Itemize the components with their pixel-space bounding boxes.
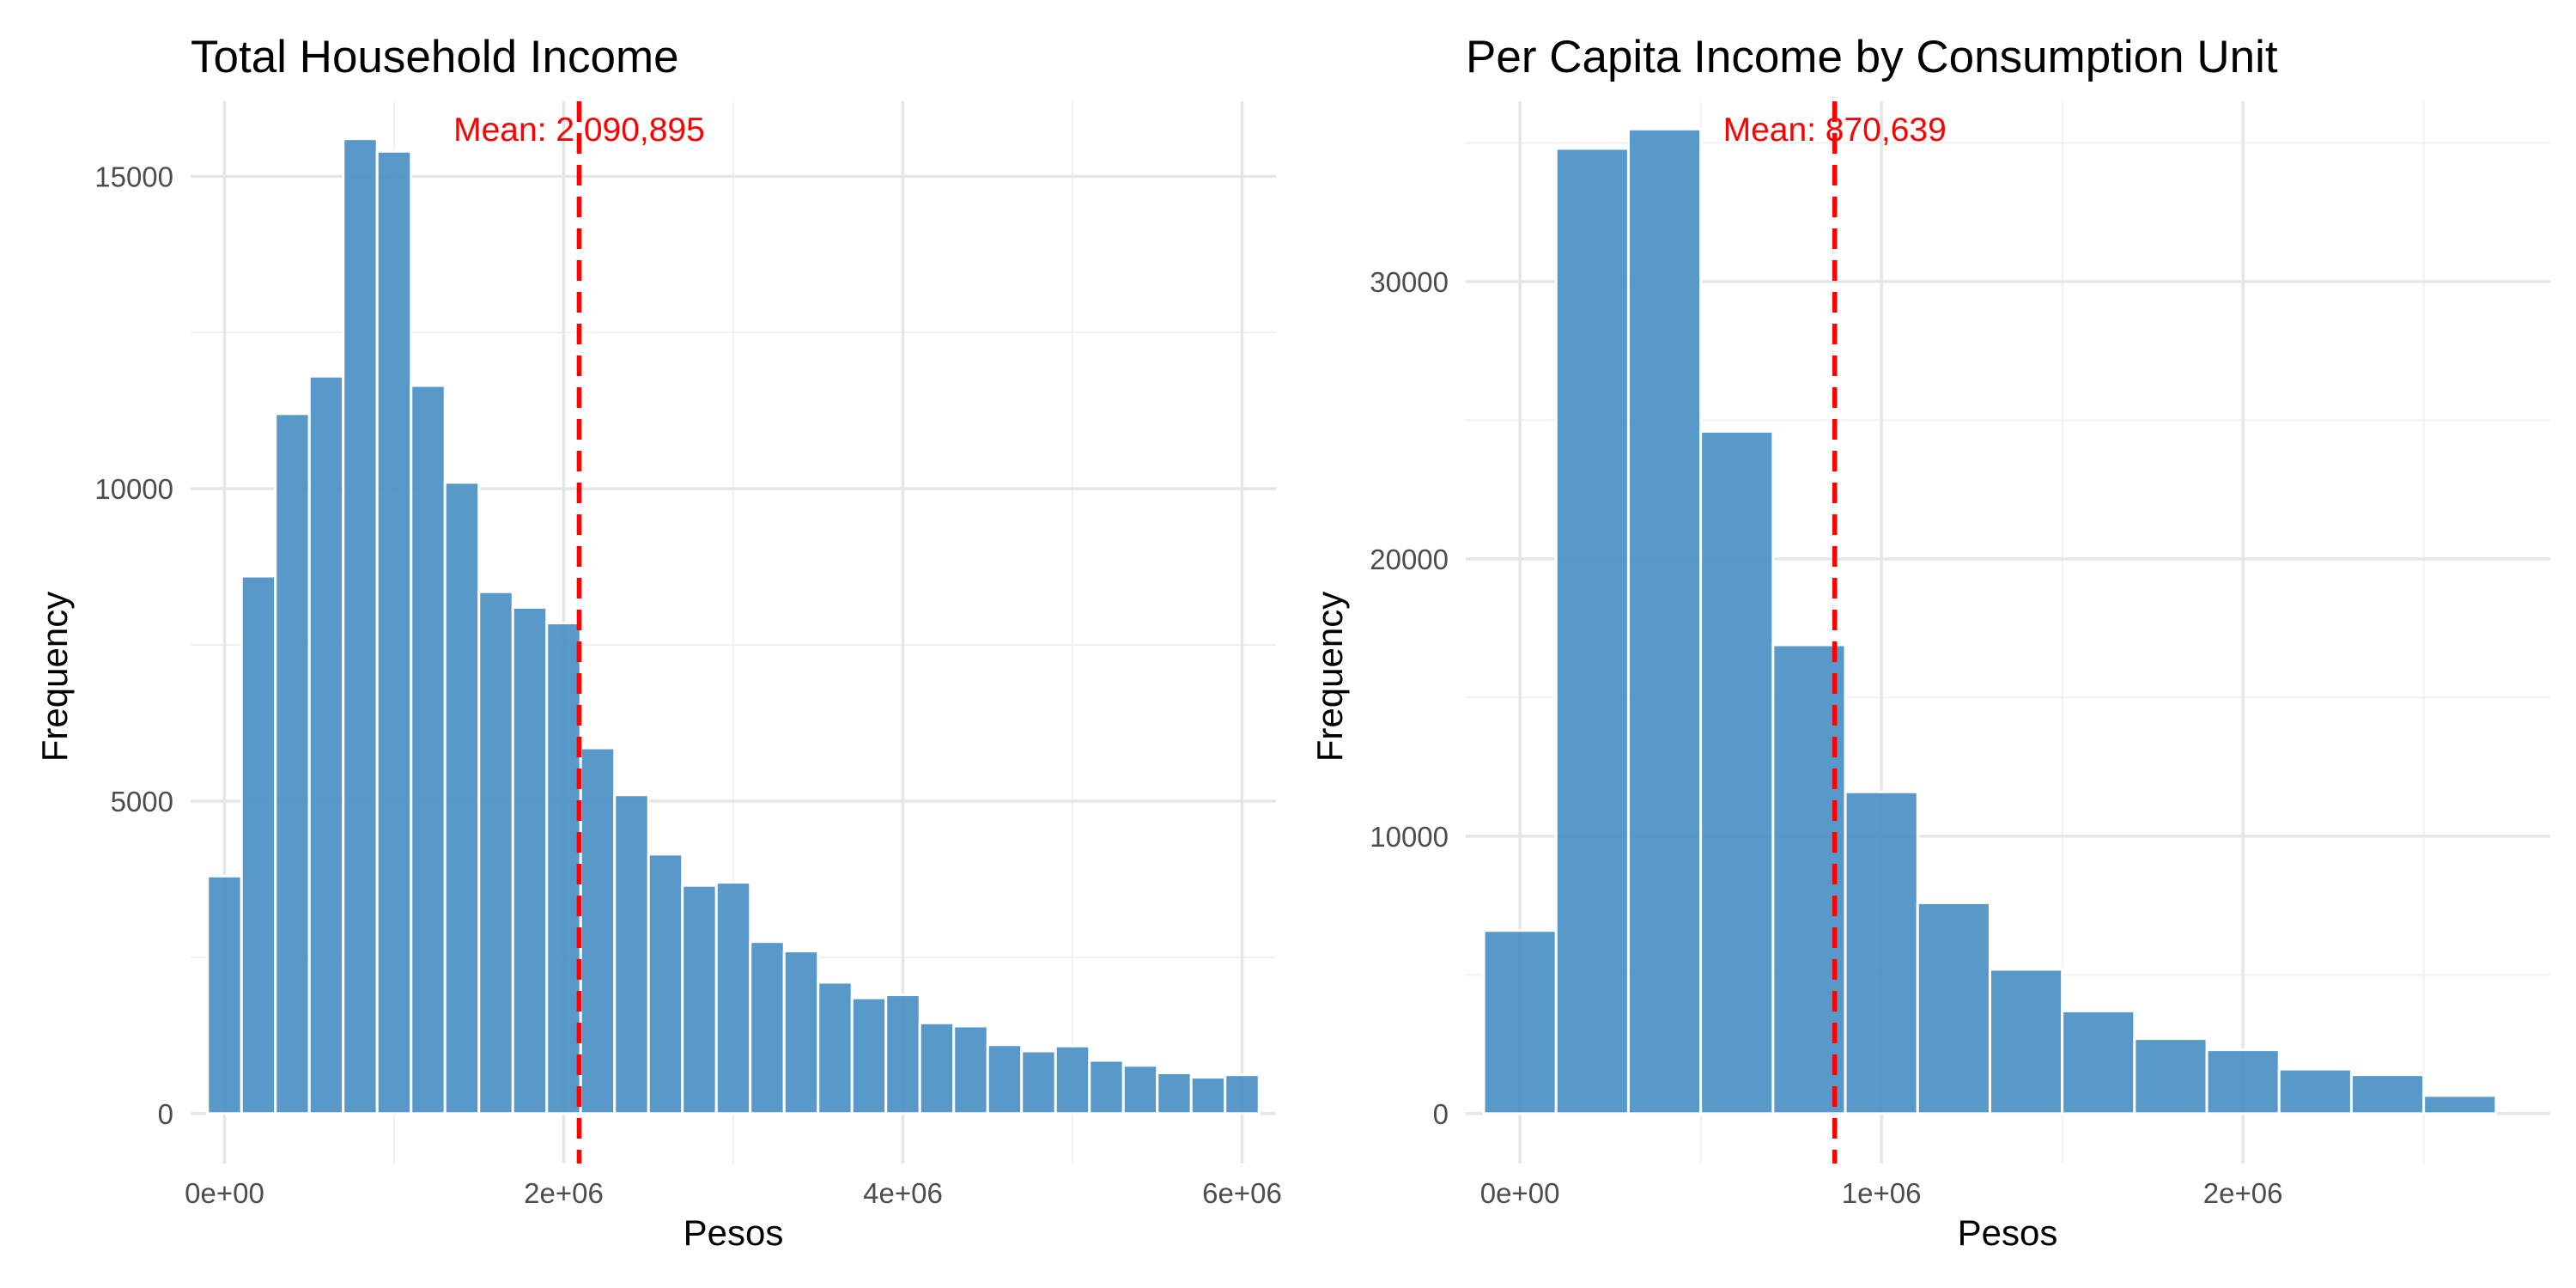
histogram-bar [2061,1009,2136,1115]
y-axis-title: Frequency [34,592,75,762]
mean-label: Mean: 2,090,895 [453,112,705,149]
y-tick-label: 30000 [1370,266,1449,298]
histogram-bar [206,874,243,1115]
x-tick-label: 1e+06 [1842,1177,1922,1209]
histogram-bar [1916,901,1991,1115]
x-axis-title: Pesos [683,1212,784,1253]
histogram-bar [240,574,277,1115]
histogram-bar [1088,1059,1125,1115]
plot-area: 0 5000 10000 15000 0e+00 2e+06 4e+06 6e+06 Mean:… [94,101,1282,1209]
plot-area: 0 10000 20000 30000 0e+00 1e+06 2e+06 Mean: 870… [1370,101,2550,1209]
histogram-bar [2422,1094,2498,1115]
histogram-bar [1626,127,1703,1115]
histogram-bar [681,884,718,1115]
x-axis-title: Pesos [1958,1212,2058,1253]
histogram-bar [1699,429,1775,1115]
histogram-bar [1020,1049,1057,1115]
histogram-bar [1121,1064,1159,1115]
histogram-bar [1844,790,1919,1115]
chart-title: Total Household Income [191,32,679,82]
histogram-bar [579,746,617,1115]
panel-total-household-income: Total Household Income Frequency Pesos 0… [34,32,1282,1253]
histogram-bar [2349,1073,2426,1115]
histogram-bar [1054,1044,1091,1115]
y-tick-label: 5000 [111,786,173,817]
histogram-bar [511,605,549,1115]
histogram-bar [1224,1073,1261,1115]
histogram-bar [884,993,921,1115]
y-tick-label: 15000 [94,161,173,192]
y-tick-label: 20000 [1370,544,1449,575]
histogram-bar [375,149,413,1115]
histogram-bar [1554,147,1630,1115]
histogram-bar [477,590,514,1115]
histogram-bar [647,853,684,1115]
y-tick-label: 10000 [94,473,173,505]
histogram-bar [1482,929,1558,1115]
histogram-bar [749,940,786,1115]
histogram-bar [307,374,345,1115]
y-tick-label: 10000 [1370,821,1449,853]
histogram-bar [1189,1076,1227,1115]
panel-per-capita-income: Per Capita Income by Consumption Unit Fr… [1309,32,2550,1253]
y-axis-title: Frequency [1309,592,1350,762]
x-tick-label: 0e+00 [1480,1177,1560,1209]
histogram-bar [342,137,379,1115]
histogram-bar [714,881,752,1115]
mean-label: Mean: 870,639 [1723,112,1947,149]
histogram-bar [952,1024,989,1115]
x-tick-label: 6e+06 [1202,1177,1282,1209]
y-tick-label: 0 [1433,1098,1449,1130]
histogram-bar [1988,968,2064,1115]
histogram-bar [782,950,820,1115]
histogram-bar [2277,1067,2353,1115]
histogram-bar [410,384,447,1115]
histogram-bar [850,996,888,1115]
x-tick-label: 0e+00 [185,1177,264,1209]
x-tick-label: 2e+06 [524,1177,604,1209]
histogram-bar [545,622,582,1115]
histogram-bar [2205,1048,2281,1115]
histogram-bar [443,481,481,1115]
histogram-bar [613,793,650,1115]
histogram-bar [817,981,854,1115]
x-tick-label: 4e+06 [863,1177,943,1209]
y-tick-label: 0 [158,1098,173,1130]
histogram-bar [274,412,311,1115]
histogram-bar [918,1021,956,1115]
histogram-bar [1156,1071,1193,1115]
chart-title: Per Capita Income by Consumption Unit [1466,32,2278,82]
x-tick-label: 2e+06 [2203,1177,2283,1209]
histogram-bar [2133,1037,2208,1115]
histogram-bar [986,1043,1024,1115]
